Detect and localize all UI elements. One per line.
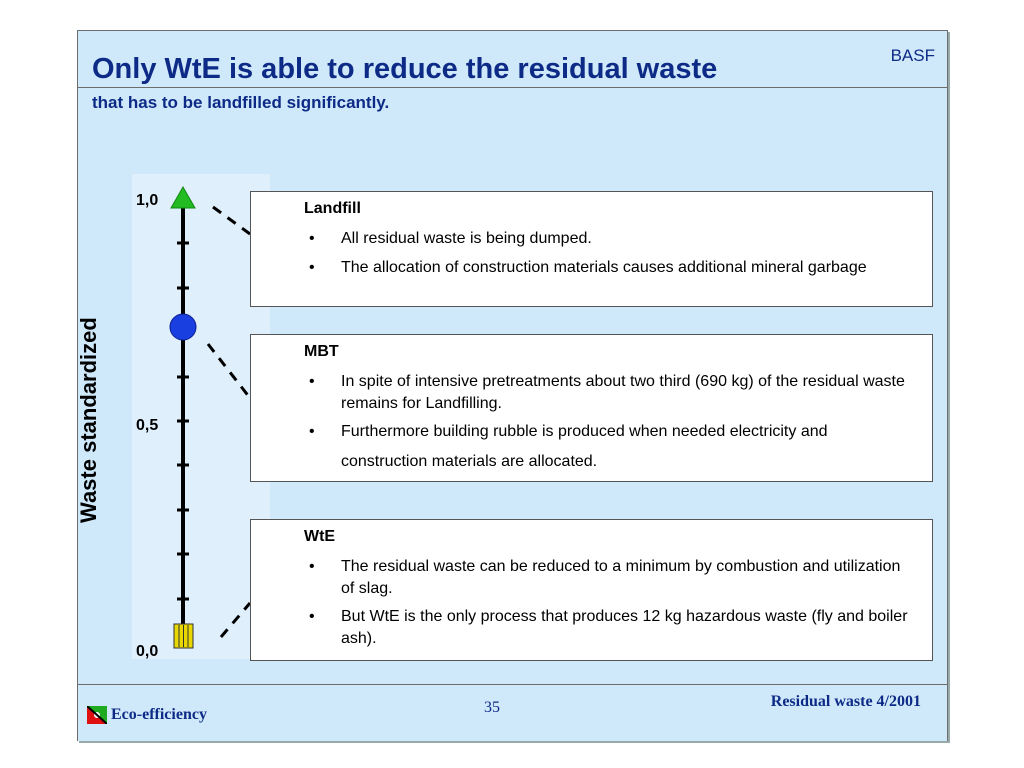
waste-scale: 1,0 0,5 0,0 [136,185,252,660]
landfill-heading: Landfill [304,200,361,217]
list-item: In spite of intensive pretreatments abou… [303,371,918,415]
slide: Only WtE is able to reduce the residual … [76,30,948,741]
page-subtitle: that has to be landfilled significantly. [92,93,390,112]
mbt-box: MBT In spite of intensive pretreatments … [250,334,933,482]
mbt-heading: MBT [304,343,339,360]
page-number: 35 [484,699,500,716]
scale-panel [132,174,270,659]
eco-efficiency-logo-icon [87,706,107,724]
footer-left-label: Eco-efficiency [111,706,207,723]
list-item: Furthermore building rubble is produced … [303,417,918,477]
landfill-bullets: All residual waste is being dumped. The … [303,228,918,280]
wte-marker-square [173,623,194,649]
dashed-connectors [206,205,252,638]
landfill-box: Landfill All residual waste is being dum… [250,191,933,307]
title-bar: Only WtE is able to reduce the residual … [78,31,947,88]
tick-label-0: 0,0 [136,643,158,660]
list-item: The residual waste can be reduced to a m… [303,556,918,600]
tick-label-05: 0,5 [136,417,158,434]
mbt-marker-circle [169,313,197,341]
mbt-bullets: In spite of intensive pretreatments abou… [303,371,918,481]
wte-box: WtE The residual waste can be reduced to… [250,519,933,661]
tick-label-1: 1,0 [136,192,158,209]
brand-label: BASF [890,46,935,65]
footer-right-label: Residual waste 4/2001 [770,693,921,710]
wte-heading: WtE [304,528,336,545]
footer: Eco-efficiency 35 Residual waste 4/2001 [78,684,947,741]
page-title: Only WtE is able to reduce the residual … [92,53,718,85]
list-item: The allocation of construction materials… [303,256,918,280]
wte-bullets: The residual waste can be reduced to a m… [303,556,918,650]
list-item: All residual waste is being dumped. [303,228,918,250]
list-item: But WtE is the only process that produce… [303,606,918,650]
landfill-marker-triangle [170,185,196,209]
